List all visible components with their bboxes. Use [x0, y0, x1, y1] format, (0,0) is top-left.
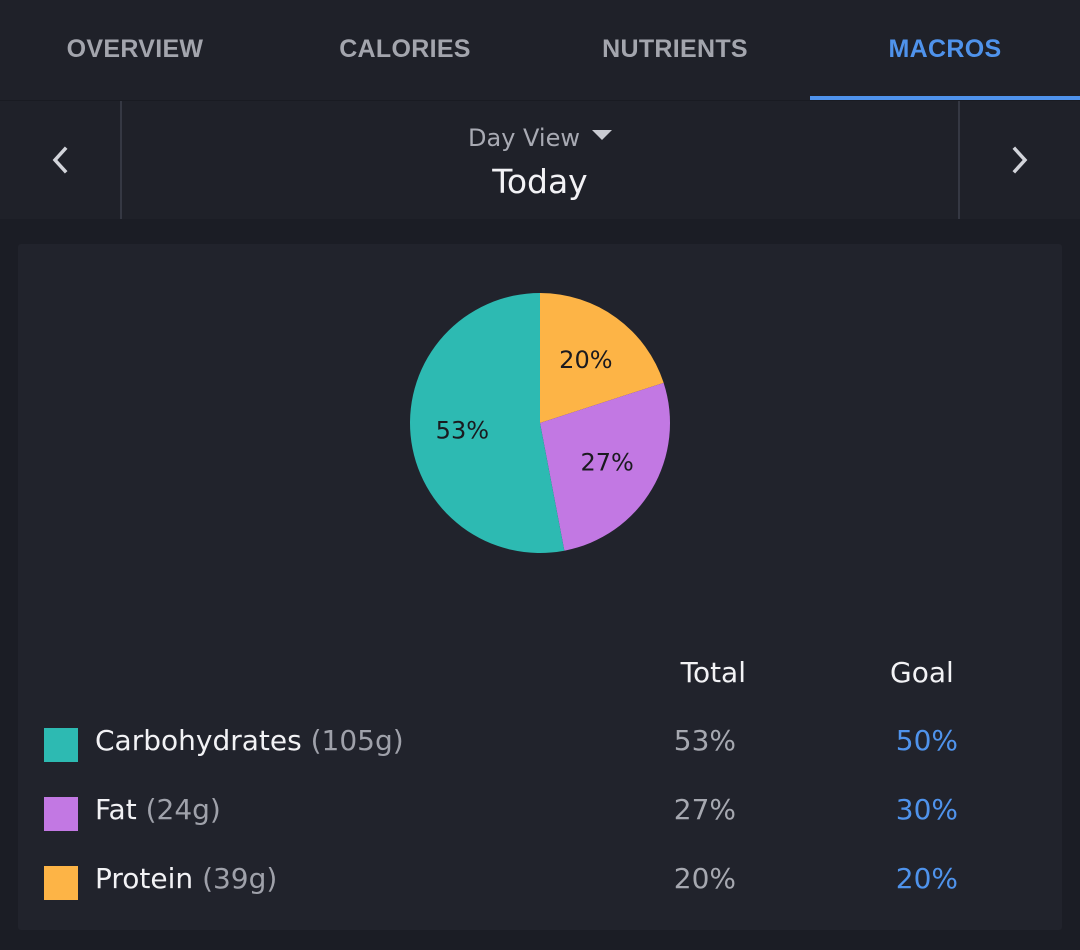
macro-total: 20%	[673, 862, 736, 895]
tab-nutrients[interactable]: NUTRIENTS	[540, 0, 810, 100]
macro-goal[interactable]: 30%	[895, 793, 958, 826]
macro-row-protein: Protein (39g) 20% 20%	[18, 854, 1062, 914]
total-column-header: Total	[680, 656, 746, 689]
fat-color-swatch	[44, 797, 78, 831]
pie-slice-protein	[540, 293, 664, 423]
macro-amount: (24g)	[145, 793, 221, 826]
macro-name: Carbohydrates (105g)	[95, 724, 404, 757]
view-mode-label: Day View	[468, 123, 580, 152]
macro-name: Fat (24g)	[95, 793, 221, 826]
caret-down-icon	[591, 129, 612, 140]
pie-label-fat: 27%	[580, 449, 633, 477]
macro-amount: (39g)	[202, 862, 278, 895]
macro-label: Protein	[95, 862, 194, 895]
tab-macros[interactable]: MACROS	[810, 0, 1080, 100]
macro-row-carbohydrates: Carbohydrates (105g) 53% 50%	[18, 716, 1062, 776]
pie-label-carbohydrates: 53%	[436, 416, 489, 444]
macro-label: Fat	[95, 793, 137, 826]
pie-label-protein: 20%	[559, 346, 612, 374]
macro-row-fat: Fat (24g) 27% 30%	[18, 785, 1062, 845]
chevron-left-icon	[52, 146, 68, 174]
macro-amount: (105g)	[310, 724, 404, 757]
macro-goal[interactable]: 50%	[895, 724, 958, 757]
tab-label: OVERVIEW	[66, 34, 204, 63]
macros-pie-chart: 20% 27% 53%	[410, 293, 670, 553]
macros-card: 20% 27% 53% Total Goal Carbohydrates (105g…	[18, 244, 1062, 930]
date-navigation-bar: Day View Today	[0, 100, 1080, 219]
tab-bar: OVERVIEW CALORIES NUTRIENTS MACROS	[0, 0, 1080, 100]
previous-day-button[interactable]	[0, 101, 122, 219]
pie-slice-fat	[540, 382, 670, 551]
macro-name: Protein (39g)	[95, 862, 277, 895]
current-date-label: Today	[492, 161, 588, 201]
tab-label: NUTRIENTS	[602, 34, 748, 63]
tab-overview[interactable]: OVERVIEW	[0, 0, 270, 100]
carbohydrates-color-swatch	[44, 728, 78, 762]
tab-calories[interactable]: CALORIES	[270, 0, 540, 100]
tab-label: MACROS	[888, 34, 1002, 63]
goal-column-header: Goal	[890, 656, 954, 689]
view-mode-dropdown[interactable]: Day View	[468, 120, 612, 156]
next-day-button[interactable]	[958, 101, 1080, 219]
macro-total: 53%	[673, 724, 736, 757]
date-selector: Day View Today	[122, 101, 958, 219]
macro-total: 27%	[673, 793, 736, 826]
macro-goal[interactable]: 20%	[895, 862, 958, 895]
chevron-right-icon	[1012, 146, 1028, 174]
macro-label: Carbohydrates	[95, 724, 302, 757]
protein-color-swatch	[44, 866, 78, 900]
tab-label: CALORIES	[339, 34, 471, 63]
pie-slice-carbohydrates	[410, 293, 565, 553]
